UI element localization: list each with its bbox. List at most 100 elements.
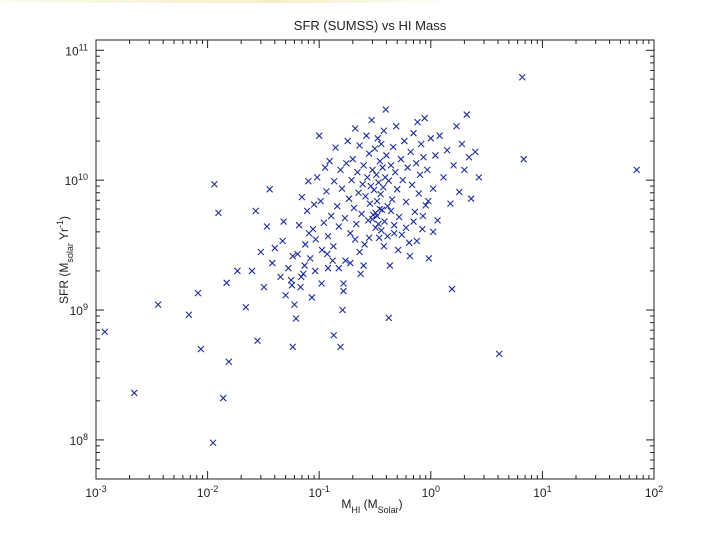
y-tick-label: 109 <box>70 302 88 318</box>
data-point <box>518 73 526 81</box>
data-point <box>351 125 359 132</box>
data-point <box>355 189 362 197</box>
data-point <box>429 228 437 236</box>
data-point <box>369 166 376 174</box>
data-point <box>413 237 421 245</box>
data-point <box>263 223 271 230</box>
data-point <box>215 209 222 217</box>
data-point <box>378 206 386 214</box>
data-point <box>471 148 479 156</box>
data-point <box>339 306 346 314</box>
data-point <box>317 197 325 205</box>
data-point <box>370 186 378 194</box>
data-point <box>404 164 412 171</box>
data-point <box>436 132 444 140</box>
data-point <box>291 301 298 309</box>
data-point <box>414 118 421 126</box>
data-point <box>447 200 454 207</box>
data-point <box>321 164 329 171</box>
data-point <box>366 200 374 207</box>
data-point <box>311 267 319 275</box>
data-point <box>401 137 408 145</box>
data-point <box>399 176 407 184</box>
data-point <box>223 279 230 287</box>
data-point <box>386 262 394 269</box>
data-point <box>385 314 393 322</box>
data-point <box>412 159 420 167</box>
data-point <box>257 248 265 256</box>
x-tick-label: 10-3 <box>85 484 106 500</box>
data-point <box>377 190 384 198</box>
data-point <box>415 190 423 197</box>
data-point <box>297 283 304 291</box>
data-point <box>320 219 328 227</box>
data-point <box>357 270 365 278</box>
data-point <box>416 171 424 179</box>
data-point <box>312 235 320 243</box>
data-point <box>297 273 305 281</box>
data-point <box>463 111 471 118</box>
data-point <box>361 241 368 248</box>
data-point <box>392 122 400 130</box>
data-point <box>337 166 344 174</box>
data-point <box>301 241 309 248</box>
data-point <box>418 225 426 233</box>
data-point <box>313 174 321 181</box>
data-point <box>330 331 338 339</box>
data-point <box>292 315 300 322</box>
data-point <box>380 242 388 250</box>
x-tick-label: 100 <box>422 484 440 500</box>
data-point <box>381 218 388 225</box>
data-point <box>427 134 435 142</box>
data-point <box>394 246 402 254</box>
data-point <box>372 224 379 232</box>
data-point <box>294 250 301 258</box>
x-tick-label: 101 <box>533 484 551 500</box>
data-point <box>410 218 417 225</box>
y-tick-label: 1011 <box>65 42 88 58</box>
x-tick-label: 10-1 <box>309 484 330 500</box>
data-point <box>282 291 289 299</box>
data-point <box>335 223 343 230</box>
data-point <box>254 337 261 345</box>
x-tick-label: 102 <box>645 484 663 500</box>
data-point <box>465 153 473 161</box>
data-point <box>225 358 233 366</box>
data-point <box>340 280 347 287</box>
data-point <box>383 152 390 159</box>
data-point <box>391 168 399 176</box>
data-point <box>329 257 337 265</box>
data-point <box>393 185 401 193</box>
data-point <box>372 171 380 179</box>
data-point <box>352 220 360 228</box>
data-point <box>365 234 373 242</box>
data-point <box>268 259 276 267</box>
data-point <box>342 159 350 167</box>
data-point <box>375 220 382 228</box>
data-point <box>385 177 393 185</box>
data-point <box>467 195 475 203</box>
data-point <box>209 439 217 447</box>
data-point <box>423 166 431 174</box>
data-point <box>363 132 370 140</box>
data-point <box>358 210 366 218</box>
data-point <box>422 201 430 209</box>
data-point <box>288 281 296 289</box>
data-point <box>390 229 398 237</box>
data-point <box>373 197 381 205</box>
data-point <box>194 289 202 297</box>
data-point <box>440 174 447 181</box>
data-point <box>326 157 334 165</box>
data-point <box>374 134 382 142</box>
data-point <box>388 196 396 203</box>
data-point <box>363 174 371 181</box>
data-point <box>210 180 218 188</box>
data-point <box>324 264 332 272</box>
data-point <box>379 183 387 191</box>
data-point <box>299 270 307 278</box>
data-point <box>384 232 391 240</box>
data-point <box>356 248 363 256</box>
data-point <box>323 187 330 195</box>
data-point <box>248 267 256 275</box>
